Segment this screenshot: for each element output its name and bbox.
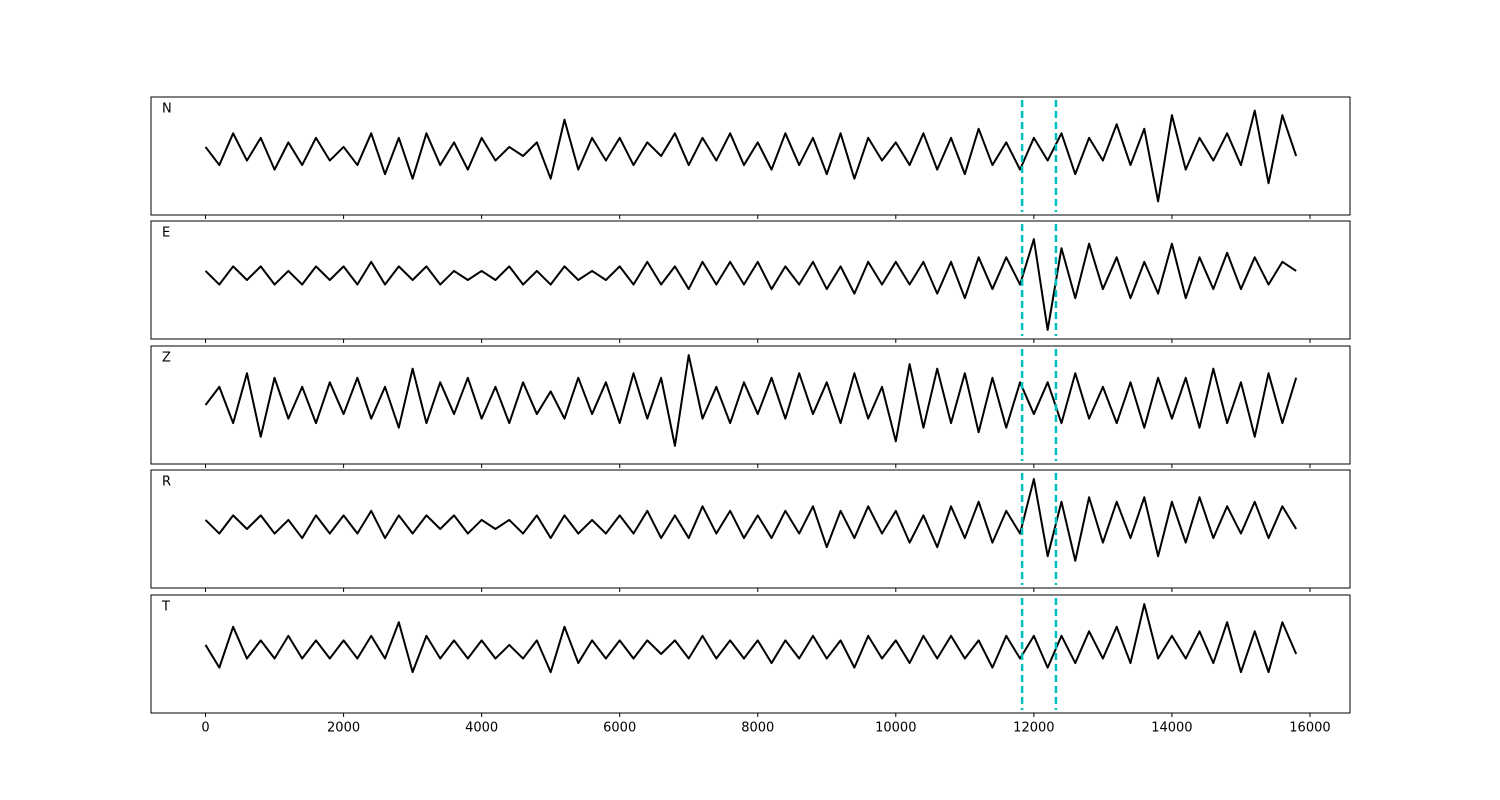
panel-label: E [162,226,170,241]
panel-label: T [161,600,170,615]
trace [204,238,1297,331]
panel-frame [150,220,1351,340]
x-tick-label: 8000 [741,721,774,736]
panel-frame [150,469,1351,589]
trace [204,354,1298,447]
panel-frame [150,345,1351,465]
x-tick-label: 16000 [1289,721,1330,736]
trace [204,109,1298,203]
x-tick-label: 0 [201,721,209,736]
x-tick-label: 6000 [603,721,636,736]
x-tick-label: 10000 [875,721,916,736]
x-tick-label: 14000 [1151,721,1192,736]
trace [204,478,1298,562]
panel-label: R [162,475,171,490]
panel-label: Z [162,351,171,366]
panel-frame [150,594,1351,714]
panel-label: N [162,102,172,117]
x-tick-label: 12000 [1013,721,1054,736]
trace [204,603,1298,674]
panel-frame [150,96,1351,216]
x-tick-label: 2000 [327,721,360,736]
x-tick-label: 4000 [465,721,498,736]
